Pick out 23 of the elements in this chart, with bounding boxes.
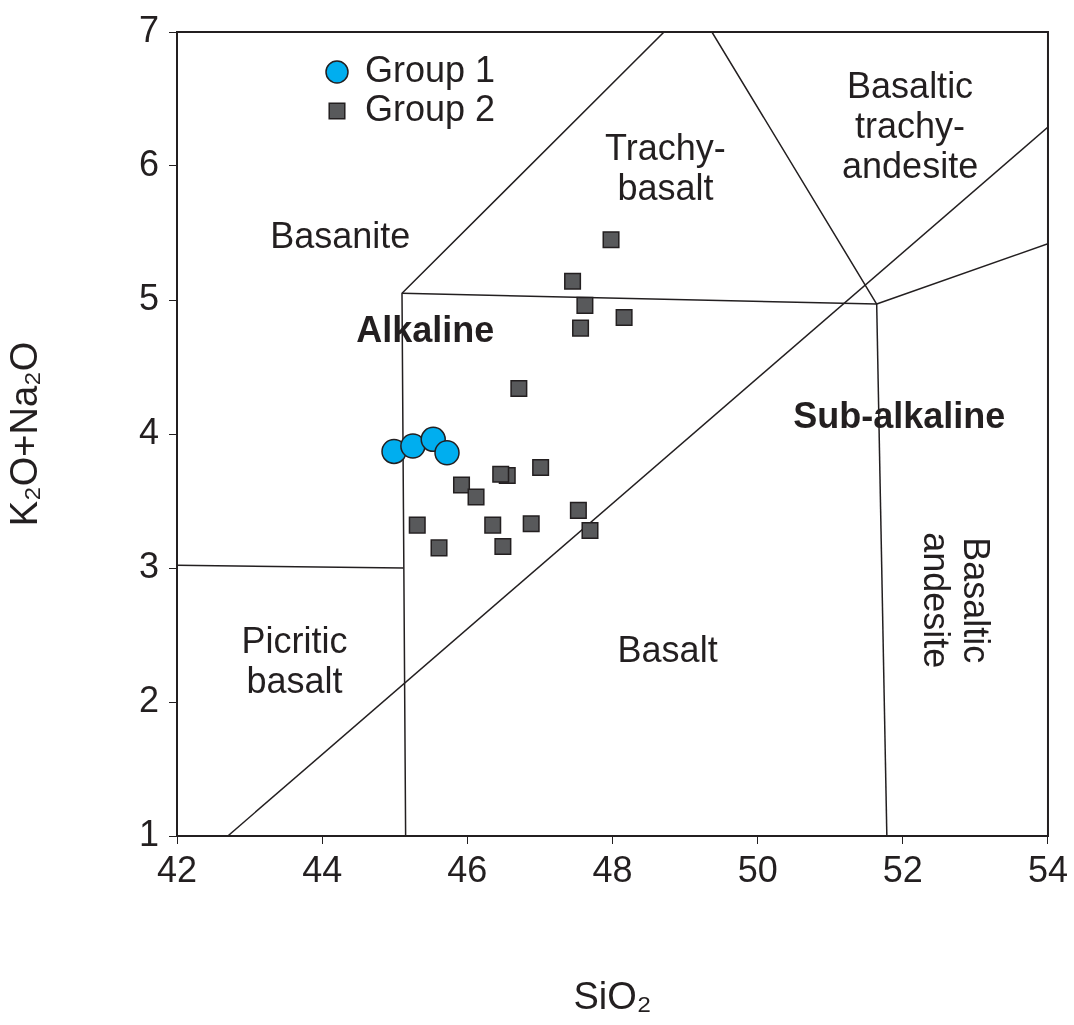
- x-tick-label: 48: [592, 848, 633, 890]
- annotation: Basalt: [617, 629, 718, 671]
- annotation: Trachy- basalt: [605, 126, 726, 208]
- y-axis-title: K₂O+Na₂O: [3, 341, 46, 527]
- y-tick-label: 3: [138, 544, 159, 586]
- annotation: Picritic basalt: [241, 620, 348, 702]
- y-tick-label: 6: [138, 142, 159, 184]
- x-tick-label: 44: [302, 848, 343, 890]
- y-tick-label: 2: [138, 678, 159, 720]
- x-axis-title: SiO₂: [573, 974, 652, 1017]
- legend-label: Group 1: [365, 48, 496, 90]
- x-tick-label: 52: [882, 848, 923, 890]
- y-tick-label: 7: [138, 8, 159, 50]
- annotation: Basanite: [270, 215, 411, 257]
- y-tick-label: 4: [138, 410, 159, 452]
- x-tick-label: 42: [156, 848, 198, 890]
- x-tick-label: 54: [1027, 848, 1068, 890]
- x-tick-label: 50: [737, 848, 778, 890]
- annotation: Basaltic trachy- andesite: [842, 65, 979, 187]
- annotation: Basaltic andesite: [915, 532, 997, 669]
- x-tick-label: 46: [447, 848, 488, 890]
- y-tick-label: 5: [138, 276, 159, 318]
- y-tick-label: 1: [138, 812, 159, 854]
